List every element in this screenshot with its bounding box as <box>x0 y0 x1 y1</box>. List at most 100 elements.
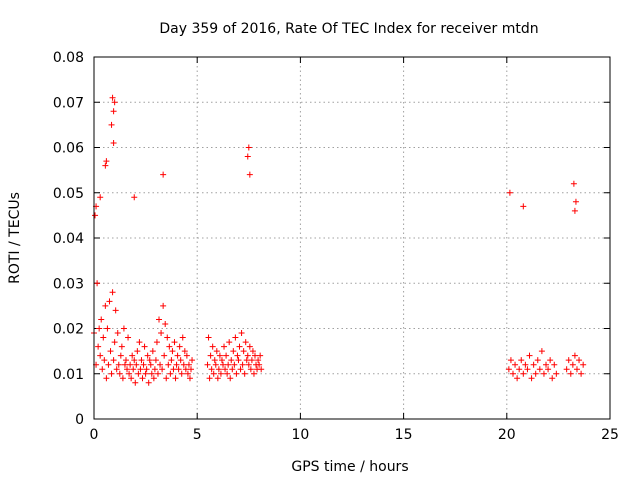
x-tick-label: 15 <box>395 427 413 443</box>
data-point <box>580 361 587 368</box>
data-point <box>159 366 166 373</box>
data-point <box>143 366 150 373</box>
data-point <box>135 370 142 377</box>
data-point <box>100 334 107 341</box>
data-point <box>101 357 108 364</box>
data-point <box>97 194 104 201</box>
data-point <box>174 352 181 359</box>
data-point <box>122 357 129 364</box>
data-point <box>571 352 578 359</box>
data-point <box>549 375 556 382</box>
data-point <box>105 361 112 368</box>
data-point <box>236 343 243 350</box>
data-point <box>258 366 265 373</box>
data-point <box>109 289 116 296</box>
data-point <box>98 316 105 323</box>
data-point <box>175 366 182 373</box>
data-point <box>569 361 576 368</box>
data-point <box>182 366 189 373</box>
data-point <box>246 171 253 178</box>
data-point <box>173 361 180 368</box>
data-point <box>506 189 513 196</box>
data-point <box>526 352 533 359</box>
data-point <box>115 361 122 368</box>
data-point <box>567 370 574 377</box>
plot-frame <box>93 56 611 420</box>
data-point <box>228 357 235 364</box>
data-point <box>227 375 234 382</box>
data-point <box>183 352 190 359</box>
data-point <box>224 370 231 377</box>
data-point <box>220 361 226 368</box>
data-point <box>113 366 120 373</box>
y-tick-label: 0.02 <box>53 322 84 338</box>
data-point <box>245 361 252 368</box>
data-point <box>518 357 525 364</box>
data-point <box>256 361 263 368</box>
data-point <box>111 99 118 106</box>
data-point <box>118 343 125 350</box>
data-point <box>257 352 264 359</box>
data-point <box>107 348 114 355</box>
data-point <box>130 366 137 373</box>
data-point <box>570 180 577 187</box>
data-point <box>127 361 134 368</box>
data-point <box>245 144 252 151</box>
data-point <box>232 334 239 341</box>
data-point <box>206 375 213 382</box>
data-point <box>110 139 117 146</box>
data-point <box>251 352 258 359</box>
data-point <box>125 334 132 341</box>
data-point <box>223 352 230 359</box>
data-point <box>209 343 216 350</box>
data-point <box>514 375 521 382</box>
data-point <box>576 357 583 364</box>
data-point <box>103 158 110 165</box>
data-point <box>553 370 560 377</box>
data-point <box>536 366 543 373</box>
data-point <box>214 375 221 382</box>
data-point <box>121 361 128 368</box>
data-point <box>151 366 158 373</box>
y-tick-label: 0.08 <box>53 50 84 66</box>
data-point <box>255 357 262 364</box>
data-point <box>160 171 167 178</box>
x-tick-label: 20 <box>498 427 516 443</box>
data-point <box>144 352 151 359</box>
data-point <box>226 339 233 346</box>
x-tick-label: 25 <box>601 427 619 443</box>
data-point <box>218 357 225 364</box>
data-point <box>168 357 175 364</box>
data-point <box>116 370 123 377</box>
data-point <box>538 348 545 355</box>
data-point <box>120 325 127 332</box>
data-point <box>524 366 531 373</box>
data-point <box>94 280 101 287</box>
data-point <box>147 361 154 368</box>
data-point <box>110 357 117 364</box>
data-point <box>137 366 144 373</box>
data-point <box>180 361 187 368</box>
data-point <box>565 357 572 364</box>
data-point <box>222 366 229 373</box>
data-point <box>131 194 138 201</box>
data-point <box>133 361 140 368</box>
data-point <box>247 366 254 373</box>
data-point <box>152 357 159 364</box>
data-point <box>167 370 174 377</box>
data-point <box>169 348 176 355</box>
data-point <box>124 366 131 373</box>
data-point <box>171 339 178 346</box>
grid-lines <box>94 57 610 419</box>
data-point <box>103 375 110 382</box>
y-tick-label: 0.01 <box>53 367 84 383</box>
data-point <box>149 348 156 355</box>
data-point <box>158 330 165 337</box>
data-point <box>246 343 253 350</box>
data-point <box>160 302 167 309</box>
data-point <box>225 361 232 368</box>
data-point <box>571 207 578 214</box>
data-point <box>163 375 170 382</box>
data-point <box>563 366 570 373</box>
